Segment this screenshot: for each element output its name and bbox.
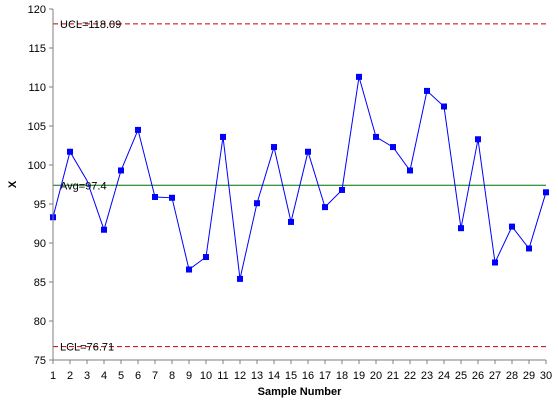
x-tick-label: 13 bbox=[251, 370, 263, 382]
data-point bbox=[101, 226, 107, 233]
x-tick-label: 10 bbox=[200, 370, 212, 382]
data-point bbox=[288, 218, 294, 225]
x-tick-label: 14 bbox=[268, 370, 280, 382]
x-tick-label: 20 bbox=[370, 370, 382, 382]
x-tick-label: 7 bbox=[152, 370, 158, 382]
x-tick-label: 5 bbox=[118, 370, 124, 382]
x-tick-label: 30 bbox=[540, 370, 552, 382]
x-tick-label: 18 bbox=[336, 370, 348, 382]
data-point bbox=[424, 87, 430, 94]
data-point bbox=[152, 193, 158, 200]
data-point bbox=[305, 148, 311, 155]
data-point bbox=[254, 200, 260, 207]
x-axis-title: Sample Number bbox=[258, 386, 342, 398]
x-tick-label: 11 bbox=[217, 370, 228, 382]
series-line bbox=[52, 76, 547, 280]
reference-line-label: Avg=97.4 bbox=[60, 180, 107, 192]
y-axis-title: X bbox=[7, 180, 19, 188]
x-ticks: 1 2 3 4 5 6 7 8 9 10 11 12 13 14 15 16 17 18 19 20 21 22 23 24 2… bbox=[50, 360, 552, 382]
series-layer bbox=[50, 73, 549, 282]
y-ticks: 75 80 85 90 95 100 105 110 115 120 bbox=[28, 4, 53, 367]
data-point bbox=[475, 136, 481, 143]
y-tick-label: 95 bbox=[34, 199, 46, 211]
x-tick-label: 9 bbox=[186, 370, 192, 382]
data-point bbox=[492, 259, 498, 266]
data-point bbox=[135, 126, 141, 133]
x-tick-label: 17 bbox=[319, 370, 331, 382]
data-point bbox=[339, 186, 345, 193]
x-tick-label: 22 bbox=[404, 370, 416, 382]
data-point bbox=[441, 103, 447, 110]
y-tick-label: 120 bbox=[28, 4, 46, 16]
x-tick-label: 8 bbox=[169, 370, 175, 382]
data-point bbox=[220, 133, 226, 140]
x-tick-label: 28 bbox=[506, 370, 518, 382]
data-point bbox=[458, 225, 464, 232]
data-point bbox=[237, 275, 243, 282]
data-point bbox=[322, 204, 328, 211]
data-point bbox=[509, 223, 515, 230]
y-tick-label: 85 bbox=[34, 277, 46, 289]
data-point bbox=[169, 194, 175, 201]
x-tick-label: 26 bbox=[472, 370, 484, 382]
data-point bbox=[356, 73, 362, 80]
x-tick-label: 4 bbox=[101, 370, 107, 382]
data-point bbox=[407, 167, 413, 174]
x-tick-label: 25 bbox=[455, 370, 467, 382]
data-point bbox=[271, 144, 277, 151]
data-point bbox=[526, 245, 532, 252]
x-tick-label: 12 bbox=[234, 370, 246, 382]
x-tick-label: 6 bbox=[135, 370, 141, 382]
data-point bbox=[543, 189, 549, 196]
y-tick-label: 100 bbox=[28, 160, 46, 172]
y-tick-label: 90 bbox=[34, 238, 46, 250]
x-tick-label: 24 bbox=[438, 370, 450, 382]
y-tick-label: 115 bbox=[28, 43, 46, 55]
reference-line-label: LCL=76.71 bbox=[60, 342, 114, 354]
reference-line-label: UCL=118.09 bbox=[60, 19, 121, 31]
data-point bbox=[67, 148, 73, 155]
x-tick-label: 29 bbox=[523, 370, 535, 382]
y-tick-label: 75 bbox=[34, 355, 46, 367]
reference-lines: UCL=118.09 Avg=97.4 LCL=76.71 bbox=[53, 19, 546, 354]
data-point bbox=[390, 144, 396, 151]
y-tick-label: 80 bbox=[34, 316, 46, 328]
x-tick-label: 16 bbox=[302, 370, 314, 382]
data-point bbox=[118, 167, 124, 174]
x-tick-label: 3 bbox=[84, 370, 90, 382]
data-point bbox=[373, 133, 379, 140]
x-tick-label: 19 bbox=[353, 370, 365, 382]
x-tick-label: 15 bbox=[285, 370, 297, 382]
x-tick-label: 23 bbox=[421, 370, 433, 382]
y-tick-label: 105 bbox=[28, 121, 46, 133]
x-tick-label: 1 bbox=[50, 370, 56, 382]
data-point bbox=[203, 254, 209, 261]
data-point bbox=[186, 266, 192, 273]
x-tick-label: 21 bbox=[387, 370, 399, 382]
x-tick-label: 27 bbox=[489, 370, 501, 382]
y-tick-label: 110 bbox=[28, 82, 46, 94]
x-tick-label: 2 bbox=[67, 370, 73, 382]
